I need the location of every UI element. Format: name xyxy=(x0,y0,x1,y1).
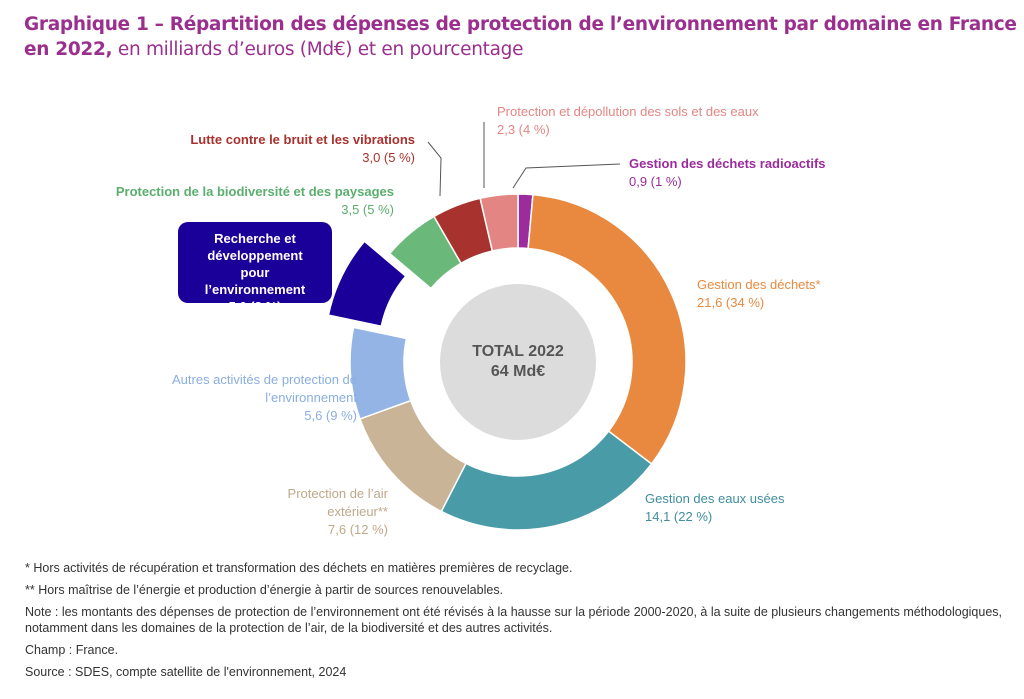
donut-slice-5 xyxy=(327,240,407,328)
leader-line-bruit xyxy=(427,141,442,197)
footnotes: * Hors activités de récupération et tran… xyxy=(25,560,1010,686)
footnote-1: * Hors activités de récupération et tran… xyxy=(25,561,573,575)
label-recherche-box: Recherche et développement pour l’enviro… xyxy=(178,222,332,314)
slice-label: Recherche et développement pour l’enviro… xyxy=(204,231,306,297)
slice-label: Protection de la biodiversité et des pay… xyxy=(115,184,394,199)
footnote-2: ** Hors maîtrise de l’énergie et product… xyxy=(25,583,504,597)
slice-value: 5,0 (8 %) xyxy=(228,299,282,314)
slice-label: Autres activités de protection de l’envi… xyxy=(172,372,357,405)
slice-value: 0,9 (1 %) xyxy=(629,174,682,189)
note: Note : les montants des dépenses de prot… xyxy=(25,605,1003,635)
label-eaux-usees: Gestion des eaux usées 14,1 (22 %) xyxy=(645,490,784,526)
donut-slice-4 xyxy=(349,326,412,420)
label-dechets: Gestion des déchets* 21,6 (34 %) xyxy=(697,276,821,312)
slice-label: Gestion des déchets* xyxy=(697,277,821,292)
label-bruit: Lutte contre le bruit et les vibrations … xyxy=(190,131,415,167)
leader-line-radioactifs xyxy=(512,163,621,189)
scope: Champ : France. xyxy=(25,643,119,657)
center-disc xyxy=(440,284,596,440)
slice-value: 5,6 (9 %) xyxy=(304,408,357,423)
slice-value: 14,1 (22 %) xyxy=(645,509,713,524)
slice-label: Gestion des déchets radioactifs xyxy=(629,156,826,171)
title-bold: Graphique 1 – Répartition des dépenses d… xyxy=(24,14,1017,60)
donut-slice-1 xyxy=(527,193,687,465)
slice-label: Lutte contre le bruit et les vibrations xyxy=(190,132,415,147)
label-radioactifs: Gestion des déchets radioactifs 0,9 (1 %… xyxy=(629,155,826,191)
slice-value: 3,0 (5 %) xyxy=(362,150,415,165)
label-sols: Protection et dépollution des sols et de… xyxy=(497,103,759,139)
slice-value: 21,6 (34 %) xyxy=(697,295,765,310)
center-label: TOTAL 2022 64 Md€ xyxy=(440,284,596,440)
label-air: Protection de l’air extérieur** 7,6 (12 … xyxy=(258,485,388,539)
slice-label: Gestion des eaux usées xyxy=(645,491,785,506)
slice-label: Protection de l’air extérieur** xyxy=(287,486,388,519)
center-total-value: 64 Md€ xyxy=(490,363,546,380)
label-autres: Autres activités de protection de l’envi… xyxy=(127,371,357,425)
slice-value: 3,5 (5 %) xyxy=(341,202,394,217)
donut-slice-8 xyxy=(479,193,519,252)
center-total-label: TOTAL 2022 xyxy=(472,343,564,360)
title-unit: en milliards d’euros (Md€) et en pourcen… xyxy=(117,39,524,60)
source: Source : SDES, compte satellite de l'env… xyxy=(25,665,347,679)
slice-label: Protection et dépollution des sols et de… xyxy=(497,104,759,119)
chart-title: Graphique 1 – Répartition des dépenses d… xyxy=(24,12,1024,62)
label-biodiversite: Protection de la biodiversité et des pay… xyxy=(116,183,394,219)
slice-value: 2,3 (4 %) xyxy=(497,122,550,137)
donut-slice-2 xyxy=(440,430,653,531)
slice-value: 7,6 (12 %) xyxy=(328,522,388,537)
